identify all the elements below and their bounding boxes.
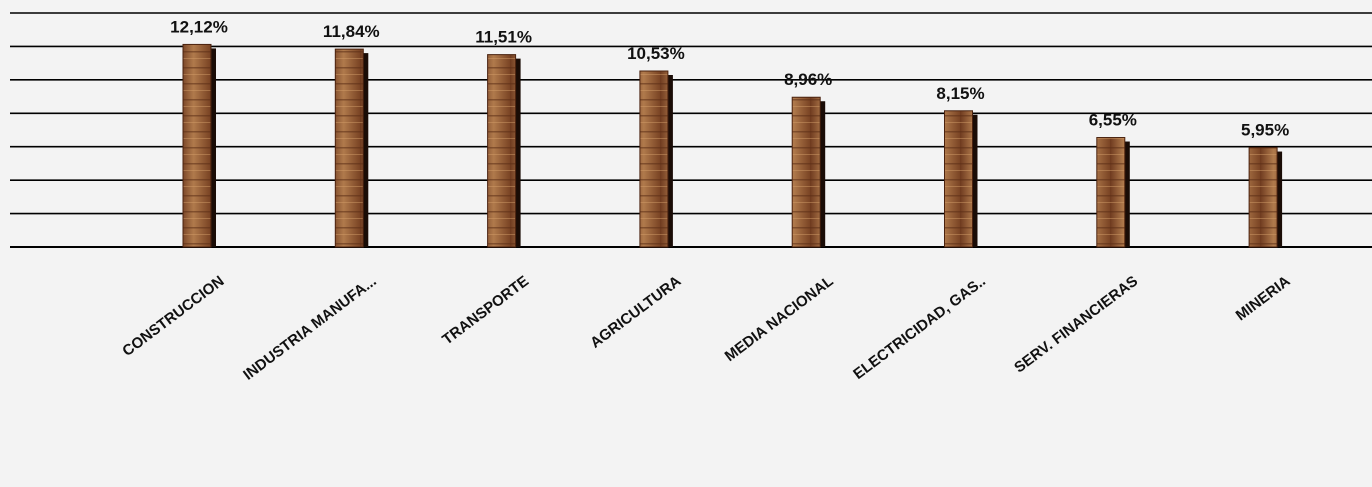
bar-value-label: 11,51% [475,28,532,47]
bar-value-label: 5,95% [1241,121,1289,140]
category-tick-label: SERV. FINANCIERAS [1011,273,1141,377]
bar [182,43,212,248]
bar [944,110,973,248]
gridlines [10,12,1372,248]
bar-value-label: 10,53% [627,44,685,63]
bar [334,48,364,248]
bar-value-label: 8,15% [936,84,984,103]
category-tick-label: CONSTRUCCION [119,273,227,360]
value-labels: 12,12% 11,84% 11,51% 10,53% 8,96% 8,15% 6,55% 5… [170,17,1289,139]
bar [639,70,669,248]
bars [182,43,1283,248]
bar-value-label: 6,55% [1089,111,1137,130]
bar [791,96,821,248]
bar [1096,137,1126,248]
bar [487,54,517,248]
category-tick-labels: CONSTRUCCION INDUSTRIA MANUFA... TRANSPORT… [119,273,1293,384]
category-tick-label: ELECTRICIDAD, GAS.. [850,273,989,383]
bar-value-label: 8,96% [784,70,832,89]
category-tick-label: TRANSPORTE [439,273,532,349]
bar-value-label: 12,12% [170,17,228,36]
category-tick-label: AGRICULTURA [587,273,684,352]
bar-value-label: 11,84% [323,22,380,41]
category-tick-label: MEDIA NACIONAL [722,273,837,365]
category-tick-label: INDUSTRIA MANUFA... [240,273,380,384]
category-tick-label: MINERIA [1233,273,1294,325]
bar [1248,147,1278,248]
